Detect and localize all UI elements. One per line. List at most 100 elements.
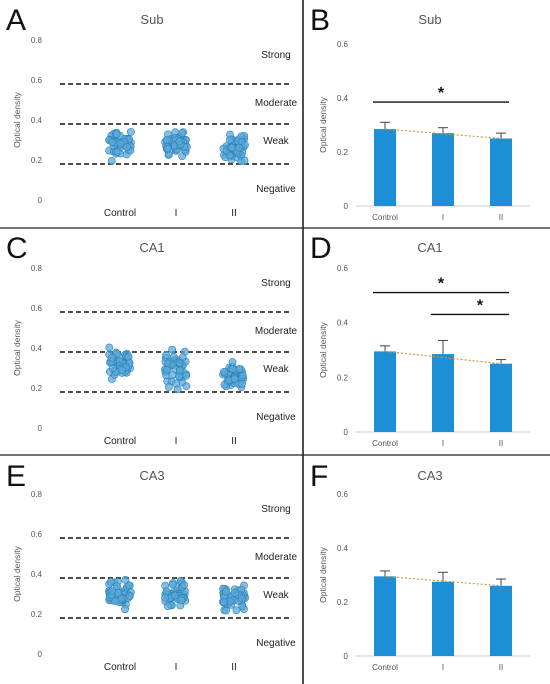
x-tick-label: II xyxy=(499,663,503,672)
data-point xyxy=(235,143,243,152)
chart-title: Sub xyxy=(140,12,163,27)
y-tick-label: 0.2 xyxy=(31,610,43,619)
zone-label: Moderate xyxy=(255,552,298,563)
data-point xyxy=(222,606,230,615)
x-tick-label: II xyxy=(499,439,503,448)
data-point xyxy=(123,143,131,151)
y-tick-label: 0.6 xyxy=(337,490,349,499)
chart-title: CA3 xyxy=(139,468,164,483)
data-point xyxy=(125,592,134,600)
zone-label: Negative xyxy=(256,412,296,423)
data-point xyxy=(112,130,121,138)
y-tick-label: 0.6 xyxy=(31,76,43,85)
y-tick-label: 0 xyxy=(38,650,43,659)
data-point xyxy=(169,353,178,361)
zone-label: Negative xyxy=(256,184,296,195)
y-axis-label: Optical density xyxy=(318,321,328,377)
trend-line xyxy=(384,350,502,365)
data-point xyxy=(230,588,239,597)
data-point xyxy=(238,594,246,603)
bar xyxy=(374,351,396,432)
data-point xyxy=(230,375,239,384)
y-tick-label: 0.6 xyxy=(31,304,43,313)
y-tick-label: 0 xyxy=(344,652,349,661)
y-tick-label: 0.2 xyxy=(337,373,349,382)
bar xyxy=(432,133,454,206)
y-tick-label: 0.4 xyxy=(31,344,43,353)
data-point xyxy=(163,602,172,610)
trend-line xyxy=(384,575,502,587)
data-point xyxy=(228,143,236,152)
bar xyxy=(490,363,512,432)
x-tick-label: Control xyxy=(104,662,136,673)
x-tick-label: Control xyxy=(104,436,136,447)
chart-title: CA1 xyxy=(139,240,164,255)
bar xyxy=(490,585,512,656)
data-point xyxy=(164,383,173,391)
y-tick-label: 0.4 xyxy=(337,319,349,328)
bar xyxy=(432,581,454,656)
panel-e: E CA3 Optical density 0 0.2 0.4 0.6 0.8 Control I… xyxy=(6,460,298,673)
bar xyxy=(490,138,512,206)
zone-label: Weak xyxy=(263,590,289,601)
y-tick-label: 0.6 xyxy=(337,40,349,49)
x-tick-label: Control xyxy=(372,213,398,222)
x-tick-label: I xyxy=(175,436,178,447)
y-tick-label: 0.6 xyxy=(31,530,43,539)
zone-label: Moderate xyxy=(255,326,298,337)
data-point xyxy=(220,367,228,376)
y-tick-label: 0.2 xyxy=(31,384,43,393)
data-point xyxy=(170,591,179,600)
zone-label: Strong xyxy=(261,50,290,61)
zone-label: Strong xyxy=(261,278,290,289)
panel-letter: F xyxy=(310,460,328,493)
panel-letter: A xyxy=(6,4,26,37)
x-tick-label: I xyxy=(175,208,178,219)
panel-c: C CA1 Optical density 0 0.2 0.4 0.6 0.8 Control I… xyxy=(6,232,298,447)
data-point xyxy=(162,587,171,596)
y-tick-label: 0.4 xyxy=(31,116,43,125)
data-point xyxy=(225,135,234,144)
data-point xyxy=(113,147,122,156)
data-point xyxy=(232,606,241,615)
data-point xyxy=(168,345,177,354)
y-tick-label: 0 xyxy=(38,424,43,433)
chart-title: CA1 xyxy=(417,240,442,255)
x-tick-label: II xyxy=(231,662,237,673)
bar xyxy=(374,129,396,206)
data-point xyxy=(161,593,169,602)
x-tick-label: I xyxy=(442,213,444,222)
y-tick-label: 0.6 xyxy=(337,264,349,273)
data-point xyxy=(106,577,115,586)
y-axis-label: Optical density xyxy=(318,546,328,602)
x-tick-label: Control xyxy=(372,663,398,672)
data-point xyxy=(175,358,184,367)
panel-letter: B xyxy=(310,4,330,37)
panel-letter: C xyxy=(6,232,28,265)
data-point xyxy=(172,379,181,388)
y-tick-label: 0.8 xyxy=(31,36,43,45)
y-tick-label: 0.2 xyxy=(31,156,43,165)
data-point xyxy=(117,594,126,603)
x-tick-label: I xyxy=(442,663,444,672)
y-tick-label: 0.2 xyxy=(337,148,349,157)
bar xyxy=(374,576,396,656)
y-axis-label: Optical density xyxy=(12,545,22,601)
data-point xyxy=(177,596,186,605)
data-point xyxy=(164,144,172,153)
x-tick-label: II xyxy=(231,208,237,219)
panel-letter: D xyxy=(310,232,332,265)
panel-a: A Sub Optical density 0 0.2 0.4 0.6 0.8 Control I… xyxy=(6,4,298,219)
y-tick-label: 0.4 xyxy=(31,570,43,579)
data-point xyxy=(220,380,229,389)
y-axis-label: Optical density xyxy=(318,96,328,152)
data-point xyxy=(107,156,116,165)
data-point xyxy=(116,139,125,148)
y-tick-label: 0.2 xyxy=(337,598,349,607)
data-point xyxy=(112,582,121,591)
trend-line xyxy=(384,128,502,140)
x-tick-label: Control xyxy=(104,208,136,219)
data-point xyxy=(178,152,187,161)
